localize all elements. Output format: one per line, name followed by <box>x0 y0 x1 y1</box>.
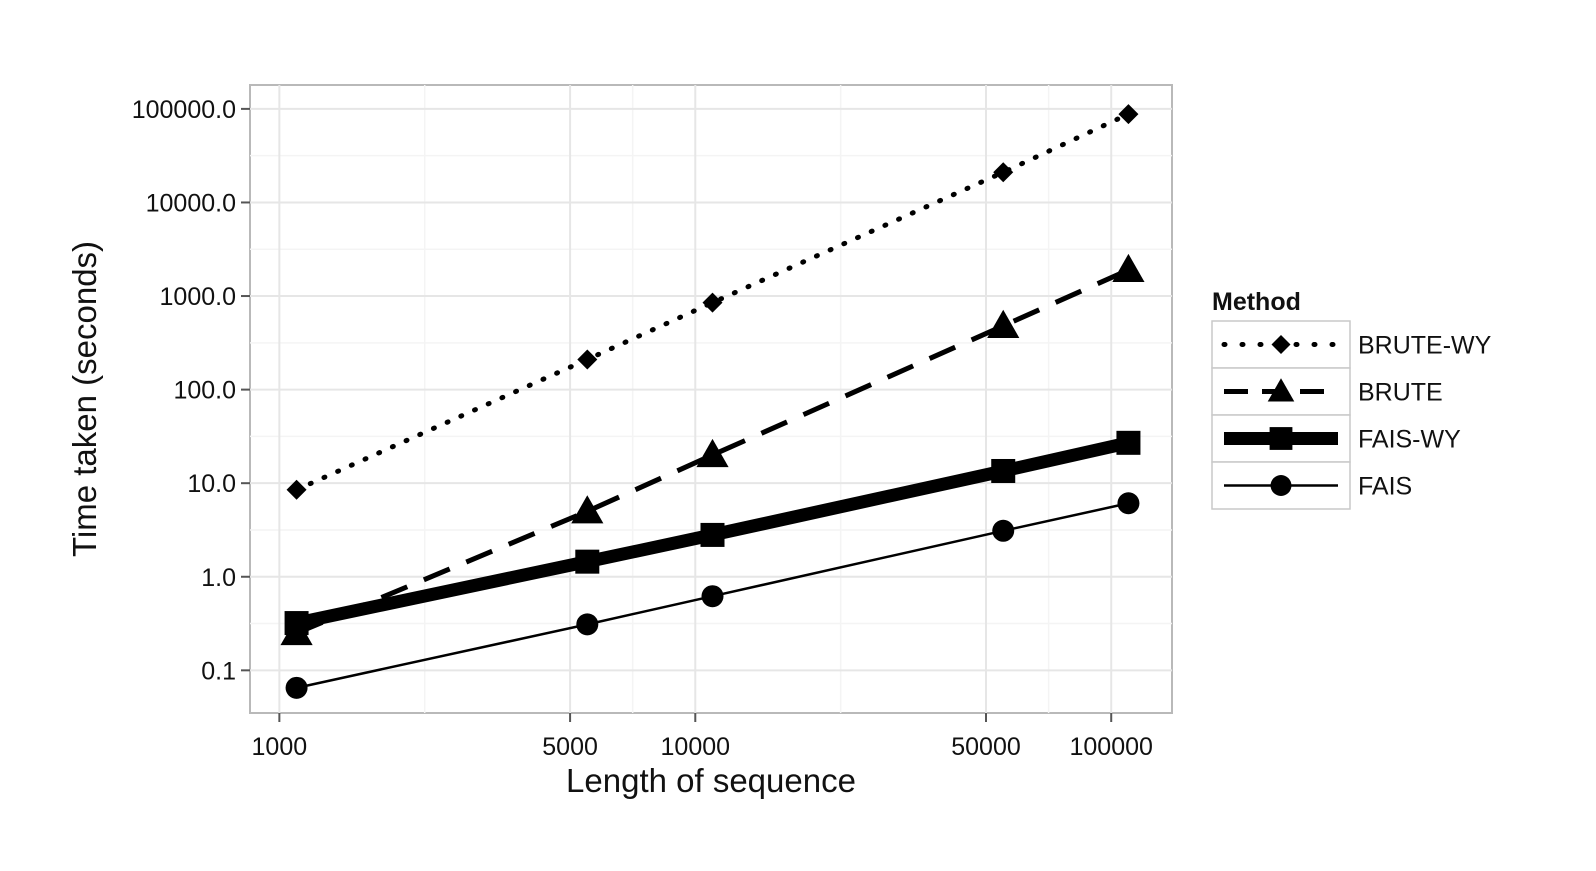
data-point <box>576 613 599 636</box>
data-point <box>1118 104 1139 125</box>
legend: Method BRUTE-WY BRUTE FAIS-WY FAIS <box>1211 288 1492 510</box>
x-tick-label: 100000 <box>1070 733 1153 761</box>
series-line <box>295 267 1130 636</box>
y-tick-label: 10.0 <box>187 470 236 498</box>
x-tick-label: 1000 <box>252 733 308 761</box>
data-point <box>992 519 1015 542</box>
y-tick-label: 0.1 <box>201 657 236 685</box>
data-point <box>987 309 1020 338</box>
data-point <box>1117 492 1140 515</box>
x-tick-label: 10000 <box>661 733 731 761</box>
legend-label: BRUTE-WY <box>1358 332 1492 360</box>
legend-item: BRUTE-WY <box>1211 320 1492 369</box>
legend-label: FAIS <box>1358 473 1412 501</box>
data-point <box>571 495 604 524</box>
series-fais <box>285 492 1140 699</box>
data-point <box>696 438 729 468</box>
legend-marker <box>1267 378 1295 402</box>
legend-label: FAIS-WY <box>1358 426 1461 454</box>
data-point <box>993 162 1014 183</box>
x-axis-title: Length of sequence <box>566 762 856 799</box>
legend-item: FAIS-WY <box>1211 414 1461 463</box>
series-line <box>294 111 1131 493</box>
x-tick-label: 50000 <box>951 733 1021 761</box>
legend-label: BRUTE <box>1358 379 1443 407</box>
legend-item: FAIS <box>1211 461 1412 510</box>
data-point <box>286 479 307 500</box>
data-point <box>702 292 723 313</box>
y-tick-label: 100000.0 <box>132 96 236 124</box>
series-brute-wy <box>286 104 1139 500</box>
gridlines <box>250 85 1172 713</box>
data-point <box>701 585 724 608</box>
data-point <box>575 549 600 574</box>
x-tick-label: 5000 <box>542 733 598 761</box>
axes: 0.1 1.0 10.0 100.0 1000.0 10000.0 100000.0 1000… <box>132 96 1153 761</box>
data-point <box>991 458 1016 483</box>
data-point <box>1116 430 1141 455</box>
y-tick-label: 10000.0 <box>146 189 236 217</box>
legend-item: BRUTE <box>1211 367 1443 416</box>
y-tick-label: 1.0 <box>201 564 236 592</box>
plot-panel <box>249 84 1173 714</box>
data-point <box>577 349 598 370</box>
series-fais-wy <box>284 430 1141 636</box>
data-point <box>285 676 308 699</box>
legend-marker <box>1271 335 1291 354</box>
y-tick-label: 100.0 <box>173 377 236 405</box>
legend-marker <box>1269 427 1293 450</box>
legend-marker <box>1270 475 1292 496</box>
data-point <box>284 611 309 636</box>
data-point <box>700 522 725 547</box>
series-group <box>280 104 1145 699</box>
y-tick-label: 1000.0 <box>160 283 236 311</box>
series-brute <box>280 253 1145 646</box>
y-axis-title: Time taken (seconds) <box>66 241 103 557</box>
data-point <box>1112 253 1145 283</box>
legend-title: Method <box>1212 288 1301 316</box>
